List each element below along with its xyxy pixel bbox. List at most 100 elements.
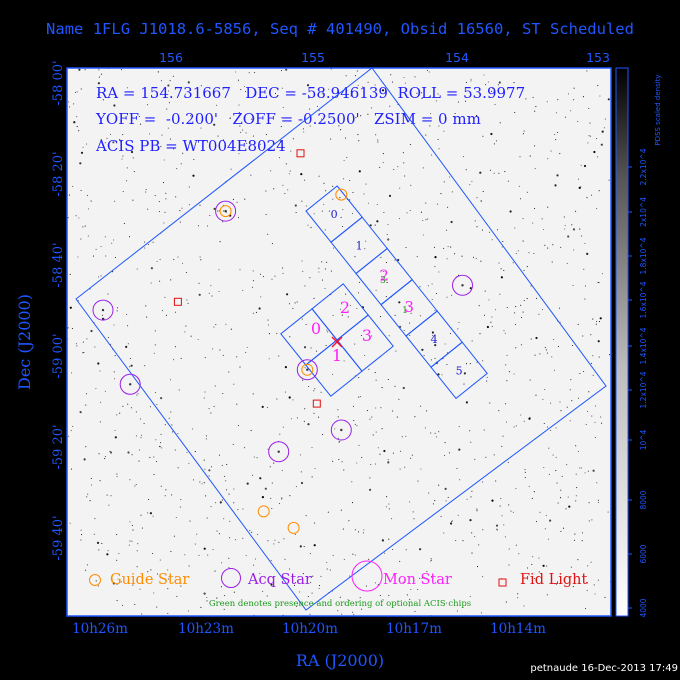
acq-star-marker [296,359,318,381]
sky-star [185,271,188,273]
sky-star [482,191,484,193]
sky-star [278,502,281,505]
sky-star [82,352,84,354]
sky-star [557,131,559,134]
sky-star [564,224,566,227]
sky-star [352,611,354,613]
sky-star [503,269,505,271]
sky-star [212,348,214,350]
sky-star [309,613,311,615]
sky-star [269,466,271,468]
sky-star [601,422,603,424]
sky-star [348,600,351,602]
sky-star [128,544,130,546]
sky-star [586,252,589,255]
sky-star [186,114,188,116]
sky-star [443,130,445,132]
sky-star [426,571,428,573]
sky-star [458,448,461,451]
sky-star [159,280,161,282]
sky-star [485,84,487,86]
sky-star [555,427,557,429]
sky-star [403,329,405,332]
sky-star [246,346,248,349]
sky-star [148,498,150,501]
acq-star-marker [452,274,473,296]
sky-star [569,420,571,422]
sky-star [584,607,587,610]
sky-star [150,569,152,571]
sky-star [160,397,163,400]
sky-star [122,405,124,407]
sky-star [469,363,471,365]
sky-star [332,314,334,316]
sky-star [100,401,102,403]
sky-star [386,496,388,498]
sky-star [589,135,591,137]
sky-star [392,410,394,412]
sky-star [163,182,165,184]
sky-star [130,407,132,409]
sky-star [337,409,339,411]
sky-star [79,162,82,165]
colorbar-tick-label: 1.6x10^4 [639,281,648,318]
sky-star [608,354,611,356]
sky-star [154,391,157,394]
sky-star [204,357,206,359]
sky-star [365,240,367,242]
sky-star [488,231,491,233]
sky-star [377,584,379,586]
sky-star [580,467,582,469]
sky-star [251,474,254,476]
sky-star [432,503,434,505]
sky-star [596,138,598,140]
sky-star [111,242,113,244]
sky-star [184,554,186,556]
sky-star [304,367,306,369]
sky-star [174,346,176,348]
sky-star [457,101,459,103]
sky-star [480,612,483,614]
sky-star [534,354,536,356]
sky-star [322,434,324,436]
sky-star [129,357,131,360]
sky-star [321,93,323,95]
sky-star [447,496,449,498]
sky-star [431,298,433,301]
sky-star [274,92,277,94]
sky-star [305,515,307,517]
sky-star [443,532,445,534]
sky-star [184,93,186,95]
sky-star [495,480,497,482]
sky-star [290,418,292,420]
sky-star [504,332,506,334]
sky-star [577,559,579,561]
sky-star [309,108,311,110]
sky-star [106,494,108,496]
sky-star [240,89,242,91]
optional-chip-label: 3 [380,276,386,286]
legend-note: Green denotes presence and ordering of o… [209,599,471,609]
sky-star [282,426,284,428]
sky-star [410,457,412,459]
sky-star [583,370,585,373]
sky-star [543,422,545,425]
sky-star [530,338,532,340]
sky-star [381,387,383,389]
sky-star [469,519,472,522]
sky-star [482,529,484,531]
sky-star [410,588,412,590]
sky-star [116,534,118,536]
sky-star [321,118,323,120]
sky-star [514,312,516,314]
sky-star [239,125,241,127]
sky-star [338,125,340,127]
sky-star [583,164,587,168]
sky-star [350,95,352,97]
sky-star [126,313,128,316]
sky-star [440,516,442,518]
sky-star [290,150,292,152]
sky-star [404,175,406,177]
sky-star [508,504,510,506]
sky-star [570,379,572,381]
